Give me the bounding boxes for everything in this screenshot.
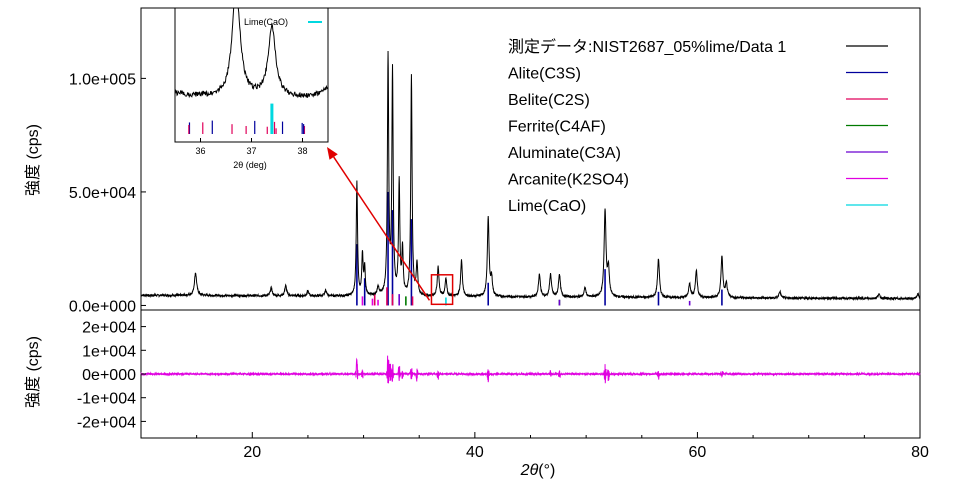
inset-x-tick-label: 38 [297, 146, 307, 156]
inset-x-ticks: 36 37 38 [195, 138, 308, 156]
x-axis-label-unit: (°) [538, 462, 555, 479]
zoom-arrowhead [327, 147, 338, 160]
inset-x-axis-label: 2θ (deg) [233, 160, 267, 170]
y-tick-label: -2e+004 [77, 414, 136, 431]
zoom-arrow [333, 156, 431, 301]
legend-label: Alite(C3S) [508, 66, 581, 83]
legend-label: Arcanite(K2SO4) [508, 172, 629, 189]
inset-x-tick-label: 37 [246, 146, 256, 156]
observed-line [140, 51, 921, 302]
inset-reference-bars [188, 103, 306, 134]
x-axis-label: 2θ(°) [520, 462, 556, 479]
inset-observed-line [174, 7, 329, 99]
legend-label: Ferrite(C4AF) [508, 119, 606, 136]
residual-y-axis-label: 強度 (cps) [24, 336, 42, 408]
x-tick-label: 40 [466, 444, 484, 461]
main-y-ticks: 0.0e+000 5.0e+004 1.0e+005 [69, 71, 146, 315]
legend-label: Aluminate(C3A) [508, 145, 621, 162]
y-tick-label: 0.0e+000 [69, 298, 136, 315]
legend-label: Lime(CaO) [508, 198, 586, 215]
inset-x-tick-label: 36 [195, 146, 205, 156]
x-tick-label: 80 [911, 444, 929, 461]
residual-y-ticks: 2e+004 1e+004 0e+000 -1e+004 -2e+004 [77, 320, 146, 431]
legend-label: Belite(C2S) [508, 92, 590, 109]
y-tick-label: 2e+004 [82, 320, 136, 337]
highlight-box [430, 274, 454, 306]
y-tick-label: 1.0e+005 [69, 71, 136, 88]
main-y-axis-label: 強度 (cps) [24, 124, 42, 196]
residual-panel: 2e+004 1e+004 0e+000 -1e+004 -2e+004 強度 (cps… [24, 309, 921, 439]
y-tick-label: -1e+004 [77, 391, 136, 408]
inset-frame [174, 7, 329, 143]
y-tick-label: 0e+000 [82, 367, 136, 384]
residual-line [140, 355, 921, 384]
y-tick-label: 1e+004 [82, 343, 136, 360]
legend-label: 測定データ:NIST2687_05%lime/Data 1 [508, 37, 786, 56]
y-tick-label: 5.0e+004 [69, 185, 136, 202]
x-tick-label: 20 [243, 444, 261, 461]
inset: 36 37 38 2θ (deg) Lime(CaO) [174, 7, 329, 170]
reference-bars [356, 191, 723, 306]
x-axis-label-symbol: 2θ [520, 462, 539, 479]
legend: 測定データ:NIST2687_05%lime/Data 1 Alite(C3S) B… [508, 37, 888, 215]
inset-legend-label: Lime(CaO) [244, 17, 288, 27]
x-axis: 20 40 60 80 [196, 432, 929, 461]
x-tick-label: 60 [689, 444, 707, 461]
